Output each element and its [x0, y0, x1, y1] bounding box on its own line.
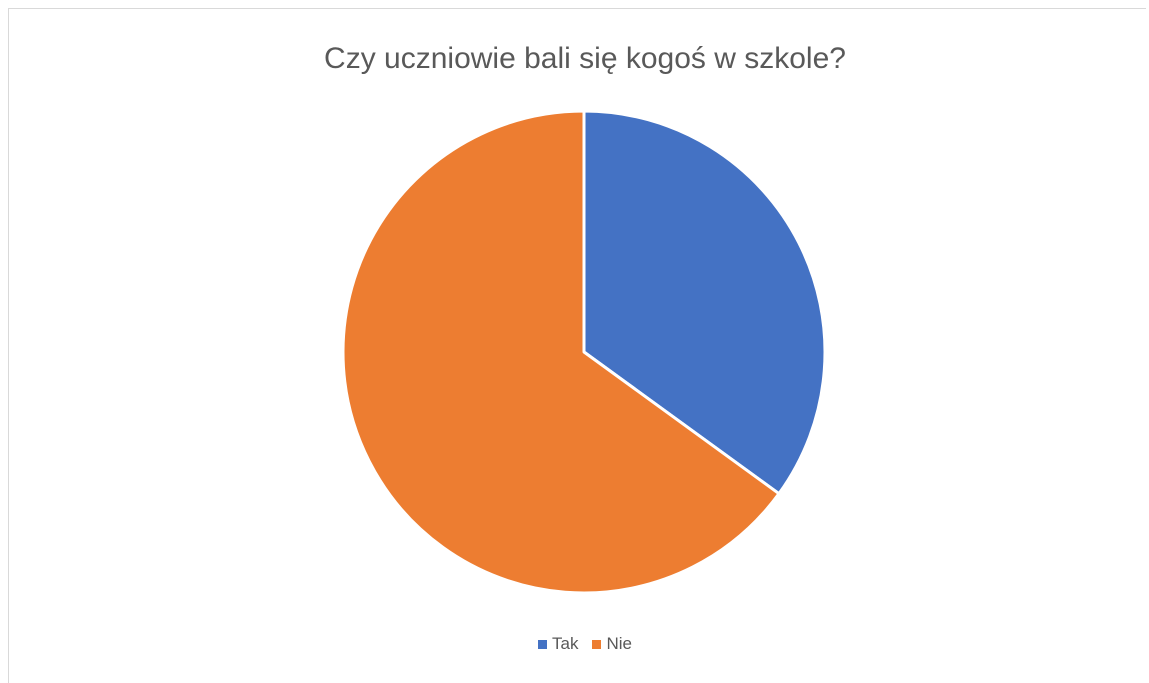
chart-frame: [8, 8, 1146, 683]
legend-item-tak: Tak: [538, 634, 578, 654]
pie-slice-tak: [582, 109, 827, 496]
legend: Tak Nie: [0, 634, 1149, 654]
pie-slice-nie: [341, 109, 781, 595]
legend-label-tak: Tak: [552, 634, 579, 653]
chart-title: Czy uczniowie bali się kogoś w szkole?: [324, 42, 846, 75]
legend-swatch-tak: [538, 639, 547, 649]
legend-label-nie: Nie: [606, 634, 632, 653]
legend-swatch-nie: [592, 639, 602, 649]
legend-item-nie: Nie: [592, 634, 632, 654]
